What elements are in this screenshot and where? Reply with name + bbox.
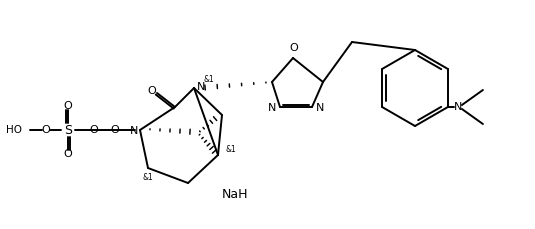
Text: NaH: NaH: [221, 188, 248, 202]
Text: N: N: [454, 102, 462, 112]
Text: HO: HO: [6, 125, 22, 135]
Text: O: O: [64, 149, 72, 159]
Text: &1: &1: [204, 74, 215, 84]
Text: N: N: [197, 82, 205, 92]
Text: &1: &1: [143, 172, 154, 182]
Text: N: N: [268, 103, 276, 113]
Text: O: O: [148, 86, 156, 96]
Text: &1: &1: [225, 145, 236, 155]
Text: N: N: [129, 126, 138, 136]
Text: O: O: [64, 101, 72, 111]
Text: O: O: [111, 125, 119, 135]
Text: S: S: [64, 123, 72, 136]
Text: O: O: [42, 125, 50, 135]
Text: O: O: [90, 125, 98, 135]
Text: N: N: [316, 103, 324, 113]
Text: O: O: [289, 43, 299, 53]
